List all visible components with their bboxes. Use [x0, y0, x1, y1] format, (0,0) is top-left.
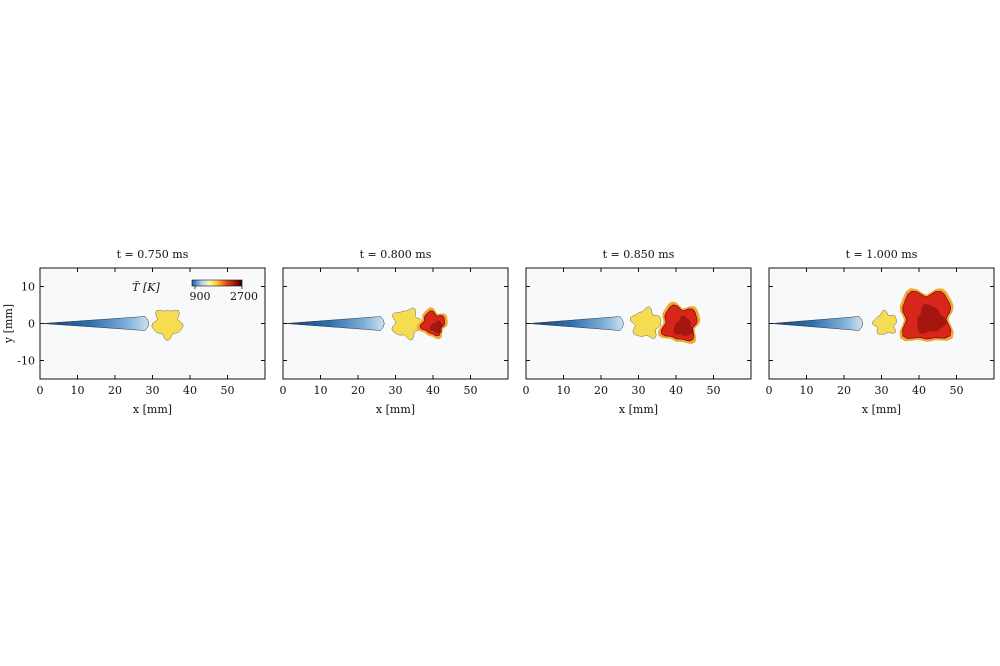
x-tick-label: 0 [280, 384, 287, 397]
x-tick-label: 50 [221, 384, 235, 397]
x-tick-label: 0 [523, 384, 530, 397]
colorbar: T̃ [K] 900 2700 [132, 279, 258, 303]
warm-region [151, 309, 184, 342]
chart-panel-2: 0 10 20 30 40 50 t = 0.800 ms x [mm] [280, 248, 509, 416]
x-tick-label: 0 [766, 384, 773, 397]
x-tick-label: 30 [875, 384, 889, 397]
flame-core [673, 315, 694, 337]
panel-title: t = 0.850 ms [603, 248, 675, 261]
x-tick-label: 20 [837, 384, 851, 397]
chart-panel-1: 0 10 20 30 40 50 10 0 -10 t = 0.750 ms x [mm] y [mm… [2, 248, 266, 416]
panel-title: t = 0.800 ms [360, 248, 432, 261]
temperature-field [527, 301, 701, 344]
x-axis-label: x [mm] [619, 403, 658, 416]
x-axis-label: x [mm] [376, 403, 415, 416]
x-tick-label: 20 [594, 384, 608, 397]
x-tick-label: 50 [707, 384, 721, 397]
jet-core [41, 316, 149, 331]
warm-region [629, 306, 662, 339]
x-tick-label: 50 [950, 384, 964, 397]
colorbar-gradient [191, 279, 243, 287]
x-tick-label: 30 [389, 384, 403, 397]
panel-title: t = 1.000 ms [846, 248, 918, 261]
x-tick-label: 20 [351, 384, 365, 397]
x-tick-label: 10 [314, 384, 328, 397]
flame-core [429, 320, 443, 334]
x-tick-label: 40 [669, 384, 683, 397]
panel-title: t = 0.750 ms [117, 248, 189, 261]
jet-core [527, 316, 624, 331]
temperature-field [284, 307, 448, 341]
x-tick-label: 50 [464, 384, 478, 397]
jet-core [284, 316, 385, 331]
x-tick-label: 40 [426, 384, 440, 397]
x-tick-label: 20 [108, 384, 122, 397]
y-axis-label: y [mm] [2, 304, 15, 344]
temperature-field [770, 288, 954, 342]
y-tick-label: -10 [17, 355, 35, 368]
x-tick-label: 10 [71, 384, 85, 397]
chart-panel-3: 0 10 20 30 40 50 t = 0.850 ms x [mm] [523, 248, 752, 416]
x-tick-label: 40 [912, 384, 926, 397]
chart-panel-4: 0 10 20 30 40 50 t = 1.000 ms x [mm] [766, 248, 995, 416]
jet-core [770, 316, 863, 331]
colorbar-max-label: 2700 [230, 290, 258, 303]
warm-region [391, 307, 423, 341]
x-tick-label: 30 [632, 384, 646, 397]
colorbar-label: T̃ [K] [132, 281, 160, 294]
x-tick-label: 10 [800, 384, 814, 397]
colorbar-min-label: 900 [190, 290, 211, 303]
temperature-field [41, 309, 184, 342]
x-tick-label: 40 [183, 384, 197, 397]
y-tick-label: 0 [28, 318, 35, 331]
flame-core [917, 304, 947, 334]
x-axis-label: x [mm] [862, 403, 901, 416]
x-tick-label: 30 [146, 384, 160, 397]
warm-region [871, 310, 897, 335]
x-axis-label: x [mm] [133, 403, 172, 416]
x-tick-label: 10 [557, 384, 571, 397]
x-tick-label: 0 [37, 384, 44, 397]
y-tick-label: 10 [21, 281, 35, 294]
